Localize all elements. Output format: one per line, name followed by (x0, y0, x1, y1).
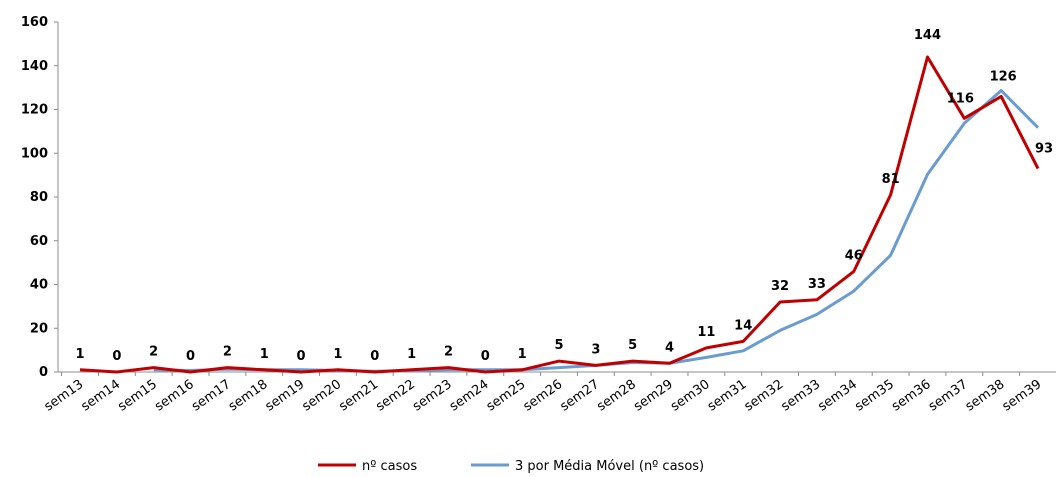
data-label: 0 (370, 349, 379, 364)
x-tick-label: sem28 (594, 377, 639, 415)
x-tick-label: sem21 (336, 377, 381, 415)
y-tick-label: 100 (21, 146, 48, 161)
data-label: 5 (554, 338, 563, 353)
data-labels: 1 0 2 0 2 1 0 1 0 1 2 0 1 5 3 5 4 11 14 32 33 46 81 144 116 126 93 (75, 28, 1053, 364)
x-tick-label: sem31 (705, 377, 750, 415)
y-tick-label: 20 (30, 321, 48, 336)
y-tick-label: 40 (30, 278, 48, 293)
x-tick-label: sem17 (189, 377, 234, 415)
x-tick-label: sem24 (447, 377, 492, 415)
x-tick-label: sem13 (42, 377, 87, 415)
legend-label-cases: nº casos (362, 459, 417, 474)
x-tick-label: sem34 (815, 377, 860, 415)
y-tick-label: 140 (21, 59, 48, 74)
data-label: 11 (697, 325, 715, 340)
y-tick-label: 80 (30, 190, 48, 205)
data-label: 0 (112, 349, 121, 364)
data-label: 4 (665, 340, 674, 355)
data-label: 1 (333, 347, 342, 362)
data-label: 0 (481, 349, 490, 364)
x-tick-label: sem37 (926, 377, 971, 415)
data-label: 144 (914, 28, 941, 43)
x-tick-label: sem29 (631, 377, 676, 415)
x-tick-label: sem26 (521, 377, 566, 415)
x-tick-label: sem27 (558, 377, 603, 415)
series-line-moving-average (153, 89, 1040, 373)
y-tick-label: 60 (30, 234, 48, 249)
data-label: 0 (297, 349, 306, 364)
data-label: 46 (845, 248, 863, 263)
x-tick-label: sem36 (889, 377, 934, 415)
legend-label-moving-average: 3 por Média Móvel (nº casos) (515, 459, 704, 474)
x-tick-label: sem30 (668, 377, 713, 415)
y-tick-label: 160 (21, 15, 48, 30)
x-tick-label: sem22 (373, 377, 418, 415)
data-label: 126 (990, 69, 1017, 84)
x-axis-ticks: sem13sem14sem15sem16sem17sem18sem19sem20… (42, 372, 1045, 415)
data-label: 116 (947, 91, 974, 106)
x-tick-label: sem19 (263, 377, 308, 415)
x-tick-label: sem33 (779, 377, 824, 415)
x-tick-label: sem25 (484, 377, 529, 415)
data-label: 1 (260, 347, 269, 362)
data-label: 5 (628, 338, 637, 353)
x-tick-label: sem14 (79, 377, 124, 415)
data-label: 2 (223, 345, 232, 360)
series-lines (79, 55, 1040, 374)
data-label: 0 (186, 349, 195, 364)
x-tick-label: sem15 (115, 377, 160, 415)
axes (57, 22, 1056, 373)
x-tick-label: sem39 (1000, 377, 1045, 415)
data-label: 14 (734, 318, 752, 333)
x-tick-label: sem38 (963, 377, 1008, 415)
data-label: 32 (771, 279, 789, 294)
data-label: 33 (808, 277, 826, 292)
x-tick-label: sem16 (152, 377, 197, 415)
y-tick-label: 0 (39, 365, 48, 380)
x-tick-label: sem20 (300, 377, 345, 415)
data-label: 3 (591, 342, 600, 357)
data-label: 2 (444, 345, 453, 360)
y-axis-ticks: 0 20 40 60 80 100 120 140 160 (21, 15, 58, 380)
series-line-cases (79, 55, 1040, 374)
legend: nº casos 3 por Média Móvel (nº casos) (318, 459, 704, 474)
y-tick-label: 120 (21, 103, 48, 118)
x-tick-label: sem18 (226, 377, 271, 415)
data-label: 2 (149, 345, 158, 360)
x-tick-label: sem32 (742, 377, 787, 415)
x-tick-label: sem23 (410, 377, 455, 415)
data-label: 81 (882, 172, 900, 187)
data-label: 1 (518, 347, 527, 362)
data-label: 1 (75, 347, 84, 362)
x-tick-label: sem35 (852, 377, 897, 415)
data-label: 1 (407, 347, 416, 362)
data-label: 93 (1035, 142, 1053, 157)
